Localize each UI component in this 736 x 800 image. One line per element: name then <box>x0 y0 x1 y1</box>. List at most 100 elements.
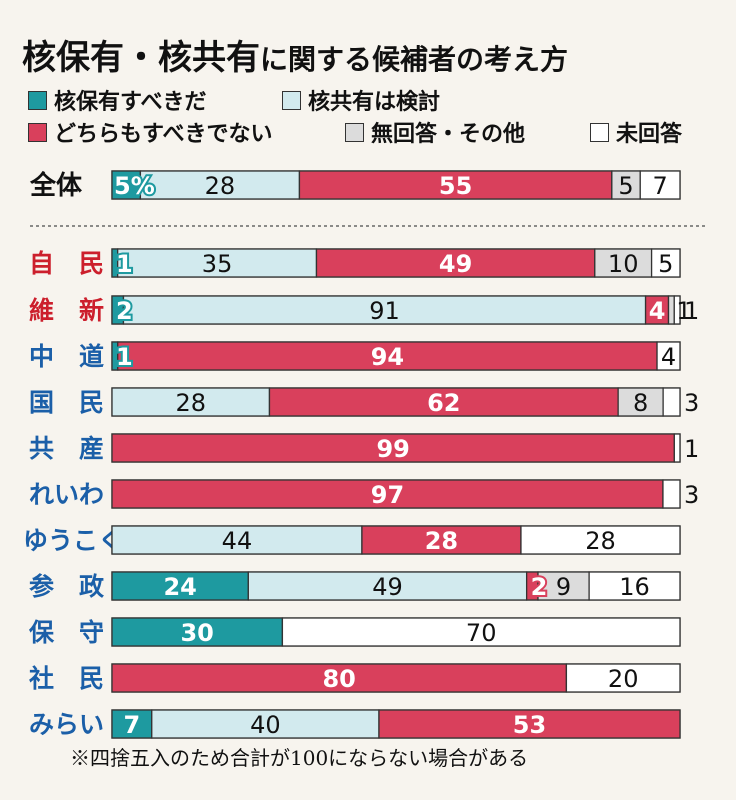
segment-value-label: 3 <box>684 389 699 417</box>
segment-value-label: 24 <box>163 573 196 601</box>
bar-row: 維 新 2 91 4 11 <box>29 295 699 327</box>
bar-segment <box>588 571 681 601</box>
segment-value-label: 62 <box>427 389 460 417</box>
bar-segment <box>565 663 681 693</box>
chart-title-main: 核保有・核共有 <box>22 38 260 78</box>
row-label: 社 民 <box>29 664 104 693</box>
legend-label: 未回答 <box>616 122 683 147</box>
bar-row: れいわ 97 3 <box>29 479 699 509</box>
bar-segment <box>650 248 681 278</box>
segment-value-label: 49 <box>439 250 472 278</box>
legend-label: 核共有は検討 <box>308 90 441 115</box>
bar-row: 参 政 24 49 2 9 16 <box>29 571 681 603</box>
row-label: 中 道 <box>29 342 104 371</box>
bar-segment <box>281 617 681 647</box>
bar-segment <box>139 170 301 200</box>
legend-swatch <box>345 122 364 142</box>
segment-value-label: 97 <box>371 481 404 509</box>
segment-value-label: 1 <box>684 297 699 325</box>
bar-segment <box>667 295 675 325</box>
segment-value-label: 28 <box>425 527 458 555</box>
row-label: 共 産 <box>29 434 104 463</box>
segment-value-label: 40 <box>250 711 281 739</box>
segment-value-label: 49 <box>372 573 403 601</box>
segment-value-label: 1 <box>116 343 133 371</box>
bar-row: 全体 5% 28 55 5 7 <box>29 170 681 202</box>
bar-segment <box>111 663 568 693</box>
row-label: みらい <box>29 710 104 739</box>
bar-row: ゆうこく 44 28 28 <box>23 525 681 555</box>
legend-label: 無回答・その他 <box>371 122 526 147</box>
segment-value-label: 2 <box>531 573 548 601</box>
bar-segment <box>639 170 681 200</box>
segment-value-label: 99 <box>376 435 409 463</box>
row-label: 全体 <box>29 170 83 201</box>
bar-segment <box>315 248 596 278</box>
bar-segment <box>656 341 681 371</box>
segment-value-label: 5% <box>114 172 155 200</box>
bar-segment <box>662 479 681 509</box>
segment-value-label: 28 <box>585 527 616 555</box>
bar-segment <box>268 387 619 417</box>
segment-value-label: 44 <box>222 527 253 555</box>
segment-value-label: 1 <box>116 250 133 278</box>
legend-label: 核保有すべきだ <box>54 90 207 115</box>
bar-segment <box>298 170 613 200</box>
bar-row: 共 産 99 1 <box>29 433 699 463</box>
legend-swatch <box>28 90 47 110</box>
bar-row: 自 民 1 35 49 10 5 <box>29 248 681 280</box>
footnote: ※四捨五入のため合計が100にならない場合がある <box>70 746 529 770</box>
segment-value-label: 1 <box>684 435 699 463</box>
segment-value-label: 80 <box>322 665 355 693</box>
row-label: ゆうこく <box>23 526 123 555</box>
bar-row: 社 民 80 20 <box>29 663 681 693</box>
bar-segment <box>151 709 380 739</box>
row-label: 自 民 <box>29 249 104 278</box>
segment-value-label: 30 <box>180 619 213 647</box>
chart-title: 核保有・核共有に関する候補者の考え方 <box>22 30 568 79</box>
legend-item-unanswered: 未回答 <box>590 116 682 148</box>
bar-row: みらい 7 40 53 <box>29 709 681 739</box>
bar-segment <box>673 295 681 325</box>
bar-segment <box>617 387 664 417</box>
bar-segment <box>361 525 522 555</box>
segment-value-label: 4 <box>649 297 666 325</box>
segment-value-label: 7 <box>124 711 141 739</box>
segment-value-label: 53 <box>513 711 546 739</box>
segment-value-label: 55 <box>439 172 472 200</box>
segment-value-label: 8 <box>633 389 648 417</box>
segment-value-label: 10 <box>608 250 639 278</box>
bar-segment <box>117 248 318 278</box>
legend-swatch <box>590 122 609 142</box>
bar-segment <box>378 709 681 739</box>
row-label: 保 守 <box>28 618 104 647</box>
row-label: 参 政 <box>29 572 105 601</box>
segment-value-label: 28 <box>175 389 206 417</box>
row-label: 国 民 <box>29 388 104 417</box>
bar-segment <box>594 248 653 278</box>
bar-segment <box>611 170 641 200</box>
segment-value-label: 1 <box>676 297 691 325</box>
legend-item-no-answer-other: 無回答・その他 <box>345 116 525 148</box>
legend-swatch <box>28 122 47 142</box>
bar-segment <box>520 525 681 555</box>
segment-value-label: 91 <box>369 297 400 325</box>
segment-value-label: 3 <box>684 481 699 509</box>
segment-value-label: 9 <box>556 573 571 601</box>
bar-segment <box>247 571 528 601</box>
segment-value-label: 4 <box>661 343 676 371</box>
segment-value-label: 5 <box>658 250 673 278</box>
segment-value-label: 35 <box>202 250 233 278</box>
bar-segment <box>111 617 284 647</box>
segment-value-label: 5 <box>618 172 633 200</box>
legend-swatch <box>282 90 301 110</box>
bar-row: 保 守 30 70 <box>28 617 681 647</box>
segment-value-label: 2 <box>116 297 133 325</box>
segment-value-label: 94 <box>371 343 404 371</box>
chart-title-sub: に関する候補者の考え方 <box>260 43 569 76</box>
legend-item-neither: どちらもすべきでない <box>28 116 272 148</box>
bar-segment <box>111 170 142 200</box>
segment-value-label: 70 <box>466 619 497 647</box>
bar-row: 国 民 28 62 8 3 <box>29 387 699 417</box>
